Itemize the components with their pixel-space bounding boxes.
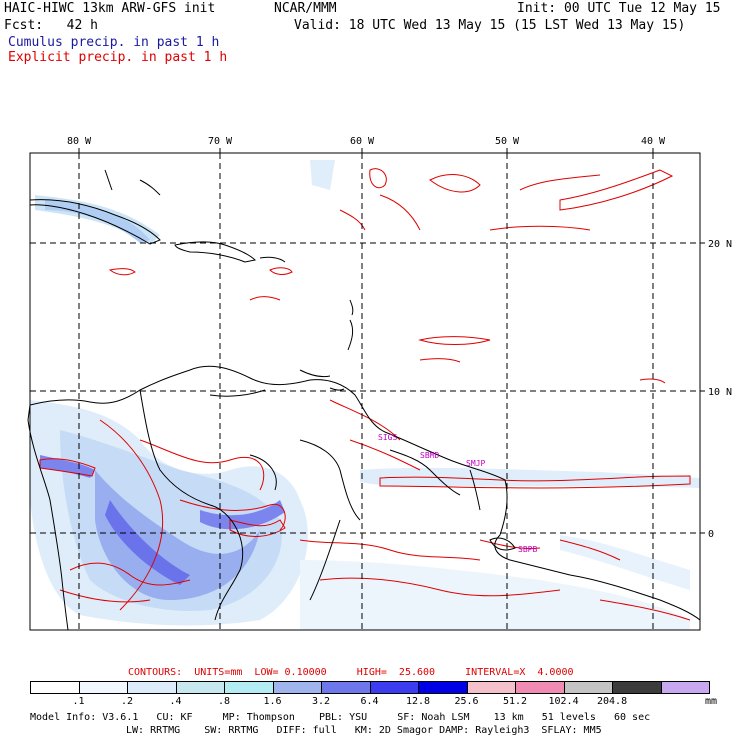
colorbar-swatch xyxy=(515,681,565,694)
colorbar-value: .4 xyxy=(169,696,182,707)
lon-label: 60 W xyxy=(350,136,375,147)
colorbar-value: .1 xyxy=(72,696,85,707)
lat-label: 10 N xyxy=(708,387,732,398)
colorbar-swatch xyxy=(466,681,516,694)
colorbar-value: 6.4 xyxy=(360,696,379,707)
cumulus-legend: Cumulus precip. in past 1 h xyxy=(8,35,220,50)
colorbar-swatch xyxy=(612,681,662,694)
colorbar-value: .8 xyxy=(218,696,231,707)
colorbar-value: 25.6 xyxy=(454,696,479,707)
forecast-hour: Fcst: 42 h xyxy=(4,18,98,33)
colorbar-swatch xyxy=(127,681,177,694)
colorbar-value: 102.4 xyxy=(548,696,579,707)
colorbar-value: 3.2 xyxy=(312,696,331,707)
colorbar-swatch xyxy=(563,681,613,694)
colorbar-swatch xyxy=(272,681,322,694)
station-label: SMJP xyxy=(466,459,485,468)
colorbar-swatch xyxy=(321,681,371,694)
valid-time: Valid: 18 UTC Wed 13 May 15 (15 LST Wed … xyxy=(294,18,686,33)
colorbar-swatch xyxy=(30,681,80,694)
colorbar-swatch xyxy=(369,681,419,694)
lon-label: 80 W xyxy=(67,136,92,147)
lon-label: 50 W xyxy=(495,136,520,147)
lat-label: 20 N xyxy=(708,239,732,250)
colorbar-value: 12.8 xyxy=(406,696,431,707)
colorbar-swatch xyxy=(224,681,274,694)
colorbar-swatch xyxy=(418,681,468,694)
colorbar-value: .2 xyxy=(121,696,134,707)
model-info-line2: LW: RRTMG SW: RRTMG DIFF: full KM: 2D Sm… xyxy=(126,725,602,736)
colorbar-value: 1.6 xyxy=(263,696,282,707)
colorbar-unit: mm xyxy=(705,696,718,707)
organization: NCAR/MMM xyxy=(274,1,337,16)
colorbar-swatch xyxy=(660,681,710,694)
lon-label: 70 W xyxy=(208,136,233,147)
lon-label: 40 W xyxy=(641,136,666,147)
colorbar-swatch xyxy=(175,681,225,694)
colorbar-swatch xyxy=(78,681,128,694)
model-info-line1: Model Info: V3.6.1 CU: KF MP: Thompson P… xyxy=(30,712,651,723)
coastlines xyxy=(27,169,701,631)
station-label: SBPB xyxy=(518,545,537,554)
colorbar-value: 51.2 xyxy=(503,696,528,707)
lat-label: 0 xyxy=(708,529,714,540)
contours-info: CONTOURS: UNITS=mm LOW= 0.10000 HIGH= 25… xyxy=(128,667,574,678)
explicit-precip-contours xyxy=(39,168,691,621)
colorbar-value: 204.8 xyxy=(597,696,628,707)
station-label: SIGS xyxy=(378,433,397,442)
explicit-legend: Explicit precip. in past 1 h xyxy=(8,50,228,65)
cumulus-precip-shading xyxy=(30,160,700,630)
station-label: SBMD xyxy=(420,451,439,460)
model-title: HAIC-HIWC 13km ARW-GFS init xyxy=(4,1,216,16)
init-time: Init: 00 UTC Tue 12 May 15 xyxy=(517,1,721,16)
